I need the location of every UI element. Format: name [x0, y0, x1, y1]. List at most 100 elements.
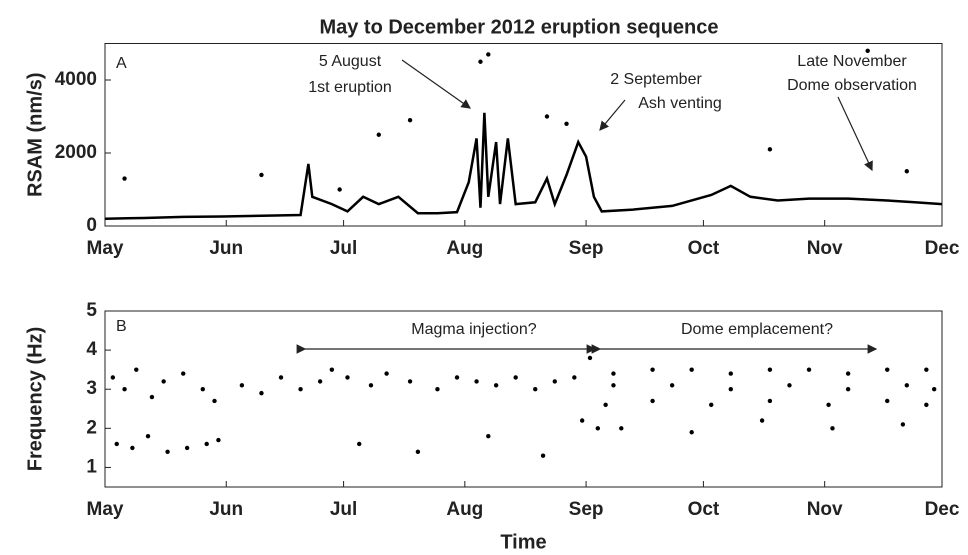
data-point — [165, 449, 170, 454]
panel-label: A — [116, 55, 127, 72]
x-tick-label: Jul — [330, 499, 357, 520]
x-tick-label: Dec — [925, 499, 960, 520]
data-point — [376, 132, 381, 137]
data-point — [767, 398, 773, 404]
x-tick-label: Sep — [569, 499, 604, 520]
data-point — [239, 383, 245, 388]
data-point — [298, 387, 303, 392]
data-point — [368, 383, 374, 388]
data-point — [709, 402, 714, 408]
data-point — [145, 433, 151, 439]
data-point — [787, 383, 792, 388]
data-point — [357, 441, 362, 447]
data-point — [407, 379, 413, 384]
data-point — [611, 371, 616, 376]
annotation: Dome emplacement? — [681, 321, 833, 338]
data-point — [200, 387, 205, 392]
data-point — [845, 387, 851, 392]
data-point — [454, 375, 460, 380]
data-point — [689, 430, 694, 435]
data-point — [587, 355, 593, 361]
data-point — [603, 402, 608, 408]
x-tick-label: Nov — [807, 499, 843, 520]
data-point — [540, 453, 546, 458]
data-point — [552, 379, 557, 384]
data-point — [329, 367, 335, 372]
data-point — [650, 367, 655, 372]
annotation: Dome observation — [787, 77, 917, 94]
arrow — [401, 59, 471, 109]
data-point — [728, 371, 733, 376]
data-point — [544, 114, 550, 119]
y-tick-label: 1 — [86, 456, 97, 477]
x-tick-label: Aug — [446, 238, 483, 259]
y-tick-label: 2000 — [55, 142, 97, 163]
x-tick-label: May — [87, 499, 124, 520]
data-point — [924, 402, 929, 408]
data-point — [845, 371, 851, 376]
arrow — [837, 96, 873, 172]
data-point — [216, 437, 221, 443]
annotation: Ash venting — [638, 95, 722, 112]
y-tick-label: 4000 — [55, 69, 97, 90]
x-tick-label: Jun — [209, 238, 243, 259]
arrow — [599, 99, 626, 131]
data-point — [486, 52, 491, 57]
data-point — [134, 367, 139, 372]
data-point — [110, 375, 116, 380]
data-point — [204, 441, 209, 447]
panel-label: B — [116, 318, 127, 335]
y-tick-label: 3 — [86, 378, 97, 399]
x-tick-label: Aug — [446, 499, 483, 520]
data-point — [759, 418, 765, 423]
data-point — [885, 398, 890, 404]
data-point — [650, 398, 655, 404]
y-tick-label: 0 — [86, 215, 97, 236]
x-tick-label: Oct — [688, 499, 720, 520]
data-point — [533, 387, 538, 392]
data-point — [486, 433, 491, 439]
data-point — [830, 426, 835, 431]
data-point — [181, 371, 186, 376]
y-tick-label: 2 — [86, 417, 97, 438]
data-point — [278, 375, 284, 380]
x-tick-label: Jun — [209, 499, 243, 520]
data-point — [611, 383, 616, 388]
data-point — [865, 48, 870, 53]
data-point — [885, 367, 890, 372]
data-point — [259, 172, 264, 178]
x-tick-label: Jul — [330, 238, 357, 259]
data-point — [184, 445, 190, 451]
data-point — [474, 379, 479, 384]
data-point — [161, 379, 166, 384]
data-point — [619, 426, 624, 431]
data-point — [114, 441, 119, 447]
annotation: Late November — [797, 53, 907, 70]
data-point — [572, 375, 577, 380]
data-point — [767, 147, 773, 152]
data-point — [924, 367, 929, 372]
x-tick-label: May — [87, 238, 124, 259]
plot-frame — [104, 310, 943, 488]
data-point — [900, 422, 906, 427]
data-point — [513, 375, 518, 380]
data-point — [122, 387, 127, 392]
x-tick-label: Oct — [688, 238, 720, 259]
data-point — [317, 379, 323, 384]
data-point — [122, 176, 127, 181]
y-tick-label: 4 — [86, 339, 97, 360]
annotation: 1st eruption — [308, 79, 392, 96]
data-point — [149, 394, 155, 400]
data-point — [931, 387, 937, 392]
data-point — [337, 187, 342, 192]
y-axis-label: Frequency (Hz) — [24, 327, 46, 471]
data-point — [595, 426, 601, 431]
data-point — [728, 387, 733, 392]
rsam-line — [104, 112, 943, 220]
data-point — [904, 169, 909, 174]
annotation: Magma injection? — [411, 321, 537, 338]
data-point — [826, 402, 831, 408]
data-point — [415, 449, 421, 454]
annotation: 2 September — [610, 71, 702, 88]
x-tick-label: Dec — [925, 238, 960, 259]
